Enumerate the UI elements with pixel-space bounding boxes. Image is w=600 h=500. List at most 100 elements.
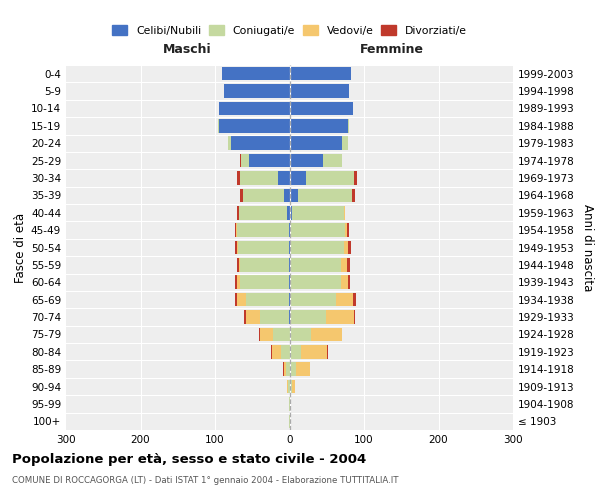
Bar (235, 240, 238, 254)
Bar (301, 345, 328, 358)
Bar (289, 414, 290, 428)
Bar (290, 258, 341, 272)
Y-axis label: Anni di nascita: Anni di nascita (581, 204, 594, 291)
Bar (289, 224, 290, 237)
Bar (344, 240, 347, 254)
Bar (292, 380, 295, 394)
Bar (239, 258, 241, 272)
Bar (223, 67, 290, 80)
Bar (219, 119, 290, 132)
Bar (352, 188, 355, 202)
Bar (235, 276, 238, 289)
Bar (298, 188, 352, 202)
Bar (239, 171, 278, 185)
Bar (236, 293, 245, 306)
Bar (289, 258, 290, 272)
Bar (242, 188, 284, 202)
Bar (289, 276, 290, 289)
Bar (239, 206, 287, 220)
Bar (344, 224, 347, 237)
Bar (289, 397, 290, 410)
Text: Popolazione per età, sesso e stato civile - 2004: Popolazione per età, sesso e stato civil… (12, 452, 366, 466)
Bar (245, 310, 260, 324)
Bar (241, 276, 289, 289)
Bar (232, 136, 290, 150)
Bar (238, 240, 289, 254)
Bar (289, 310, 290, 324)
Bar (289, 240, 290, 254)
Bar (290, 224, 291, 237)
Bar (241, 154, 248, 168)
Bar (271, 345, 272, 358)
Bar (260, 328, 273, 341)
Bar (341, 154, 343, 168)
Text: COMUNE DI ROCCAGORGA (LT) - Dati ISTAT 1° gennaio 2004 - Elaborazione TUTTITALIA: COMUNE DI ROCCAGORGA (LT) - Dati ISTAT 1… (12, 476, 398, 485)
Bar (291, 224, 344, 237)
Bar (238, 171, 239, 185)
Bar (287, 380, 288, 394)
Bar (347, 119, 349, 132)
Bar (284, 362, 286, 376)
Bar (260, 310, 289, 324)
Bar (281, 345, 290, 358)
Bar (290, 67, 350, 80)
Text: Femmine: Femmine (361, 43, 424, 56)
Bar (355, 171, 356, 185)
Bar (296, 362, 310, 376)
Bar (289, 293, 290, 306)
Bar (290, 240, 344, 254)
Bar (244, 310, 245, 324)
Bar (284, 188, 290, 202)
Bar (272, 345, 281, 358)
Bar (241, 258, 289, 272)
Bar (326, 310, 355, 324)
Bar (290, 119, 347, 132)
Bar (248, 154, 290, 168)
Bar (306, 171, 355, 185)
Bar (283, 362, 284, 376)
Bar (353, 293, 356, 306)
Bar (224, 84, 290, 98)
Bar (259, 328, 260, 341)
Bar (219, 102, 290, 115)
Bar (290, 206, 292, 220)
Bar (347, 258, 350, 272)
Bar (227, 136, 229, 150)
Y-axis label: Fasce di età: Fasce di età (14, 212, 27, 282)
Bar (347, 224, 349, 237)
Bar (341, 136, 347, 150)
Bar (290, 84, 349, 98)
Bar (287, 206, 290, 220)
Bar (286, 362, 290, 376)
Bar (235, 224, 236, 237)
Bar (236, 224, 289, 237)
Legend: Celibi/Nubili, Coniugati/e, Vedovi/e, Divorziati/e: Celibi/Nubili, Coniugati/e, Vedovi/e, Di… (110, 23, 469, 38)
Bar (290, 328, 311, 341)
Bar (235, 293, 236, 306)
Text: Maschi: Maschi (163, 43, 211, 56)
Bar (218, 119, 219, 132)
Bar (290, 136, 341, 150)
Bar (290, 102, 353, 115)
Bar (290, 397, 291, 410)
Bar (241, 188, 242, 202)
Bar (290, 293, 337, 306)
Bar (273, 328, 290, 341)
Bar (292, 206, 344, 220)
Bar (290, 380, 292, 394)
Bar (290, 276, 341, 289)
Bar (311, 328, 343, 341)
Bar (290, 154, 323, 168)
Bar (341, 276, 349, 289)
Bar (288, 380, 290, 394)
Bar (245, 293, 289, 306)
Bar (341, 258, 347, 272)
Bar (290, 171, 306, 185)
Bar (347, 240, 350, 254)
Bar (290, 362, 296, 376)
Bar (236, 206, 239, 220)
Bar (337, 293, 353, 306)
Bar (290, 345, 301, 358)
Bar (349, 276, 350, 289)
Bar (347, 136, 349, 150)
